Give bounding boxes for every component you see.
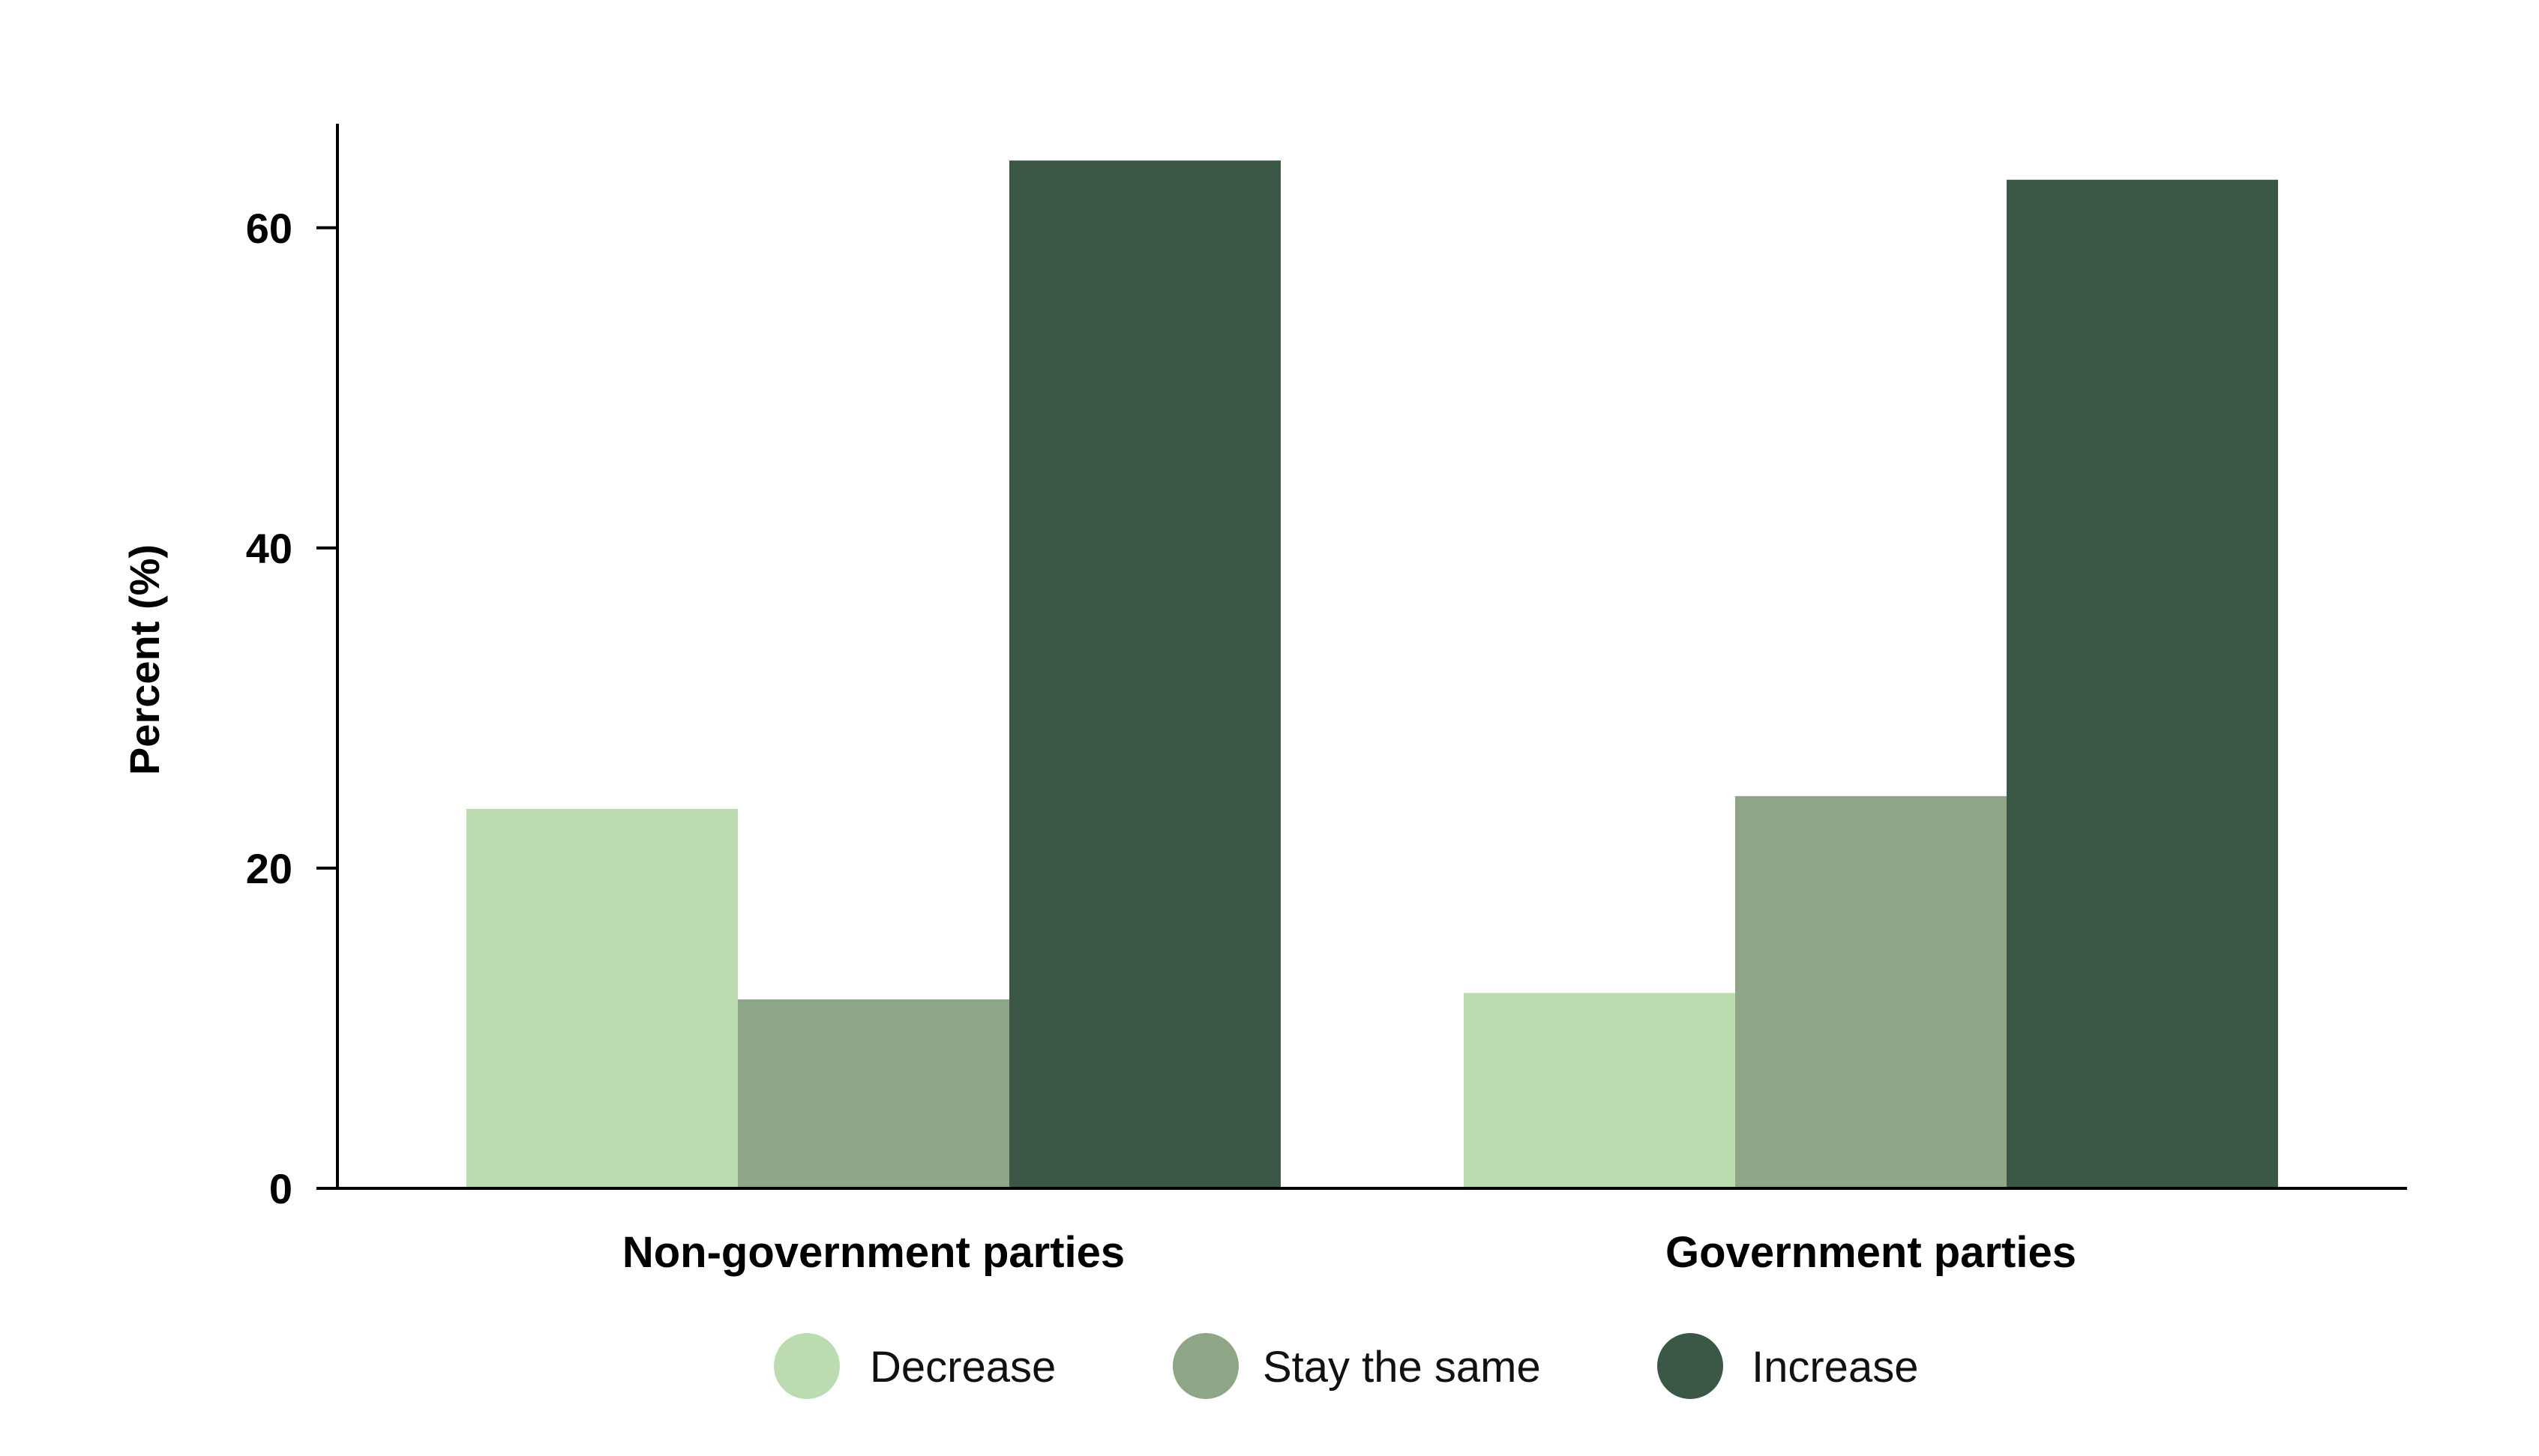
- bar-decrease-1: [1464, 993, 1735, 1188]
- legend-swatch-stay-the-same: [1173, 1333, 1239, 1399]
- legend-swatch-decrease: [774, 1333, 840, 1399]
- bar-increase-1: [2007, 179, 2278, 1189]
- y-ticks: 0 20 40 60: [246, 205, 337, 1212]
- category-labels: Non-government parties Government parties: [622, 1228, 2076, 1277]
- legend-swatch-increase: [1657, 1333, 1723, 1399]
- legend-label: Increase: [1752, 1343, 1918, 1392]
- legend-label: Decrease: [870, 1343, 1056, 1392]
- legend-label: Stay the same: [1263, 1343, 1541, 1392]
- y-tick-label: 0: [269, 1165, 292, 1212]
- bar-decrease-0: [466, 808, 738, 1188]
- bar-increase-0: [1009, 160, 1281, 1188]
- y-tick-label: 20: [246, 845, 292, 892]
- y-tick-label: 40: [246, 525, 292, 572]
- bar-stay-the-same-0: [738, 999, 1009, 1188]
- legend: Decrease Stay the same Increase: [774, 1333, 1918, 1399]
- bar-stay-the-same-1: [1735, 795, 2007, 1188]
- axes-layer: [336, 124, 2407, 1190]
- y-tick-label: 60: [246, 205, 292, 252]
- category-label: Non-government parties: [622, 1228, 1125, 1277]
- y-axis-title: Percent (%): [121, 544, 168, 775]
- bars-layer: [466, 160, 2278, 1189]
- category-label: Government parties: [1665, 1228, 2076, 1277]
